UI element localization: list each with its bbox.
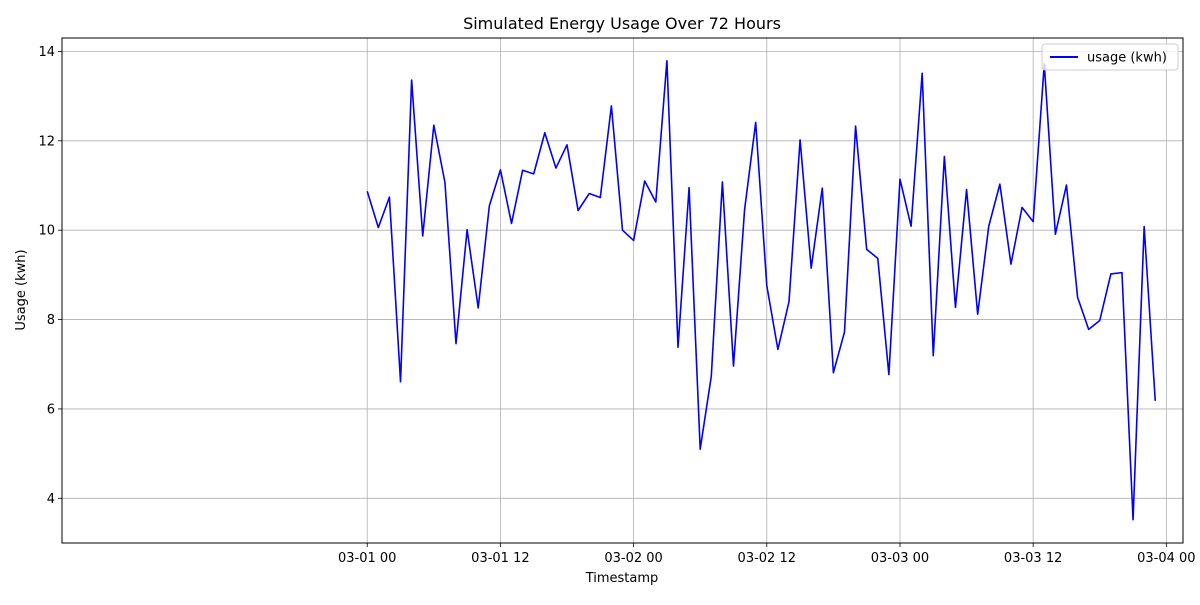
legend-box bbox=[1041, 43, 1179, 71]
x-tick-label: 03-01 12 bbox=[471, 551, 529, 566]
y-tick-label: 6 bbox=[47, 402, 55, 417]
x-tick-label: 03-03 00 bbox=[871, 551, 929, 566]
series-line bbox=[366, 59, 1157, 521]
x-tick-label: 03-03 12 bbox=[1004, 551, 1062, 566]
legend-label: usage (kwh) bbox=[1087, 51, 1167, 66]
x-tick-label: 03-04 00 bbox=[1137, 551, 1195, 566]
y-tick-label: 12 bbox=[38, 134, 55, 149]
legend: usage (kwh) bbox=[1041, 43, 1179, 71]
x-axis-label: Timestamp bbox=[585, 571, 659, 586]
chart-title: Simulated Energy Usage Over 72 Hours bbox=[463, 14, 781, 33]
x-axis: 03-01 00 03-01 12 03-02 00 03-02 12 03-03 00… bbox=[338, 543, 1196, 566]
x-tick-label: 03-02 12 bbox=[738, 551, 796, 566]
x-tick-label: 03-01 00 bbox=[338, 551, 396, 566]
y-axis: 4 6 8 10 12 14 bbox=[38, 45, 62, 507]
y-axis-label: Usage (kwh) bbox=[14, 249, 29, 330]
x-tick-label: 03-02 00 bbox=[604, 551, 662, 566]
plot-frame bbox=[61, 37, 1184, 544]
grid-layer bbox=[62, 38, 1183, 543]
y-tick-label: 8 bbox=[47, 313, 55, 328]
series-layer bbox=[366, 59, 1157, 521]
y-tick-label: 14 bbox=[38, 45, 55, 60]
y-tick-label: 10 bbox=[38, 224, 55, 239]
y-tick-label: 4 bbox=[47, 492, 55, 507]
